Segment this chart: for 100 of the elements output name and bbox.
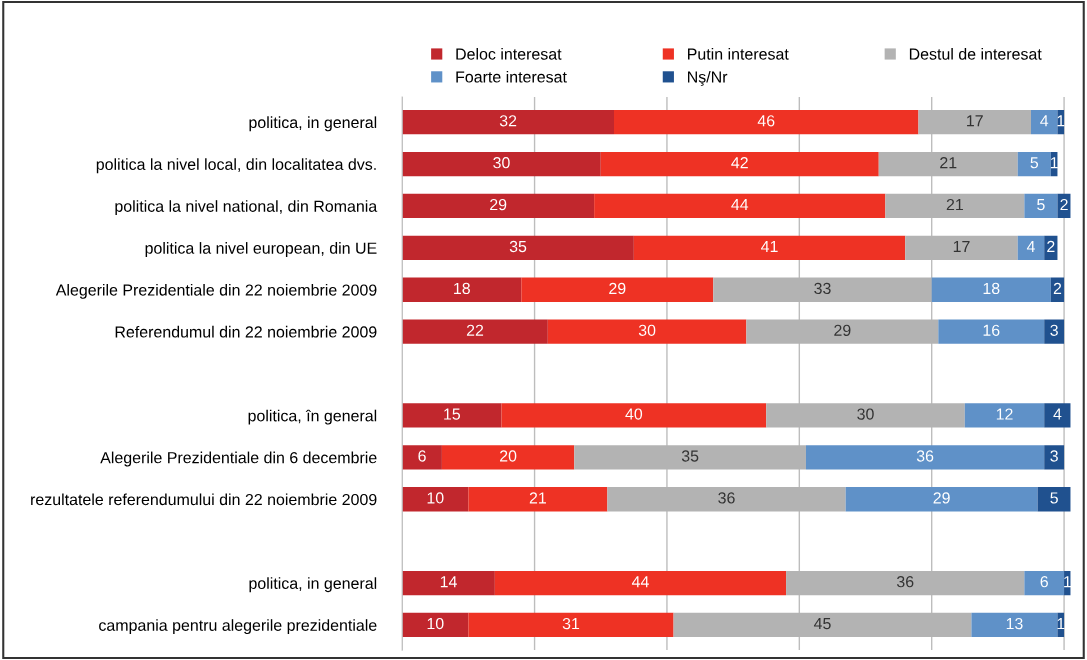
bar [441,445,575,470]
data-label: 36 [896,576,914,588]
bar [1044,403,1071,428]
data-label: 44 [731,199,749,211]
data-label: 3 [1050,324,1058,336]
bar [521,277,714,302]
bar [402,110,614,135]
y-tick-label: politica, in general [249,116,377,132]
bar [1037,487,1071,512]
y-tick-label: Referendumul din 22 noiembrie 2009 [115,325,377,338]
bar [931,277,1051,302]
data-label: 21 [940,157,957,169]
data-label: 29 [933,492,950,504]
bar [402,151,601,177]
bar [402,403,502,428]
data-label: 5 [1037,199,1045,211]
data-label: 31 [562,617,580,630]
data-label: 44 [631,576,649,588]
bar [547,319,747,344]
data-label: 46 [757,115,775,127]
data-label: 41 [761,241,778,252]
bar [402,612,469,638]
bar [402,570,495,596]
legend-label: Putin interesat [688,48,789,60]
data-label: 36 [916,450,934,462]
data-label: 21 [529,492,546,504]
data-label: 35 [681,450,699,462]
bar [402,277,522,302]
data-label: 2 [1047,240,1055,252]
data-label: 3 [1050,450,1058,462]
bar [594,193,886,219]
bar [845,487,1038,512]
bar [494,570,787,596]
bar [402,487,469,512]
y-tick-label: politica la nivel national, din Romania [115,200,378,216]
bar [633,235,906,261]
bar [1024,570,1065,596]
bar [1044,319,1065,344]
data-label: 10 [427,617,444,630]
data-label: 13 [1006,617,1023,630]
data-label: 1 [1064,576,1072,588]
data-label: 6 [418,450,426,462]
data-label: 29 [490,198,507,211]
bar [600,151,879,177]
data-label: 33 [814,282,831,295]
data-label: 30 [857,408,874,420]
bar [402,445,442,470]
y-tick-label: campania pentru alegerile prezidentiale [99,619,377,635]
data-label: 4 [1040,115,1049,127]
data-label: 22 [466,324,484,336]
data-label: 30 [493,157,510,169]
bar [971,612,1058,638]
data-label: 12 [996,408,1013,420]
bar [402,193,595,219]
bar [1017,235,1045,261]
data-label: 5 [1030,157,1039,169]
data-label: 18 [454,282,470,295]
data-label: 29 [834,324,851,336]
bar [805,445,1045,470]
data-label: 1 [1050,157,1058,169]
y-tick-label: politica, în general [248,409,377,425]
bar [1017,151,1051,177]
data-label: 2 [1053,282,1062,294]
y-tick-label: Alegerile Prezidentiale din 6 decembrie [100,451,377,467]
data-label: 20 [500,450,517,462]
data-label: 5 [1050,492,1058,504]
bar [1044,445,1065,470]
bar [938,319,1045,344]
y-tick-label: politica la nivel local, din localitatea dvs. [96,158,376,174]
data-label: 42 [731,157,748,169]
legend-label: Deloc interesat [456,48,562,60]
data-label: 17 [953,241,970,252]
bar [1030,110,1058,135]
bar [613,110,919,135]
data-label: 6 [1040,576,1048,588]
data-label: 30 [638,324,656,336]
data-label: 32 [499,115,517,127]
y-tick-label: rezultatele referendumului din 22 noiembrie 2009 [31,493,377,506]
data-label: 14 [440,576,457,588]
bar [1024,193,1058,219]
data-label: 36 [718,492,735,504]
data-label: 35 [509,240,527,253]
data-label: 4 [1026,241,1035,252]
bar [501,403,767,428]
data-label: 45 [813,618,831,630]
data-label: 4 [1053,408,1062,420]
data-label: 2 [1060,198,1068,211]
data-label: 10 [427,492,444,504]
data-label: 29 [609,282,626,295]
legend-label: Destul de interesat [909,48,1042,60]
data-label: 15 [444,408,461,420]
bar [964,403,1045,428]
bar [402,235,634,261]
legend-label: Nş/Nr [688,70,728,86]
data-label: 40 [625,408,643,420]
y-tick-label: politica la nivel european, din UE [145,242,377,257]
data-label: 18 [983,282,1000,295]
legend-label: Foarte interesat [456,70,567,83]
data-label: 21 [946,198,963,211]
y-tick-label: Alegerile Prezidentiale din 22 noiembrie 2009 [55,283,377,299]
